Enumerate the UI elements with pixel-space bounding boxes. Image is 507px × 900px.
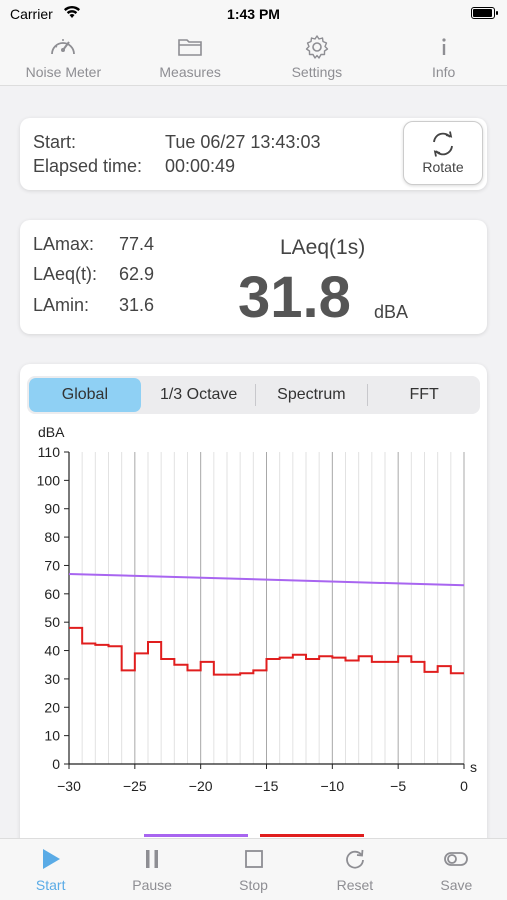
legend-laeq-t-line: [144, 834, 248, 837]
gauge-icon: [51, 39, 76, 55]
laeq-unit: dBA: [374, 302, 409, 322]
start-button[interactable]: Start: [0, 839, 101, 900]
stop-button[interactable]: Stop: [203, 839, 304, 900]
gear-icon: [305, 35, 329, 59]
toolbar-label: Reset: [336, 877, 374, 893]
chart-card: Global 1/3 Octave Spectrum FFT: [20, 364, 487, 854]
toolbar-label: Start: [35, 877, 66, 893]
laeq-title: LAeq(1s): [280, 236, 366, 259]
play-icon: [42, 849, 60, 869]
laeqt-value: 62.9: [119, 264, 155, 284]
tab-settings[interactable]: Settings: [254, 28, 381, 85]
status-bar: Carrier 1:43 PM: [0, 0, 507, 28]
battery-icon: [471, 7, 498, 19]
toolbar-label: Pause: [132, 877, 172, 893]
rotate-label: Rotate: [422, 159, 464, 175]
tab-noise-meter[interactable]: Noise Meter: [0, 28, 127, 85]
segment-fft[interactable]: FFT: [409, 386, 439, 403]
segment-divider: [367, 384, 369, 406]
segment-divider: [254, 384, 256, 406]
toolbar-label: Stop: [239, 877, 268, 893]
segment-spectrum[interactable]: Spectrum: [277, 386, 346, 403]
clock: 1:43 PM: [227, 6, 280, 22]
session-card: Start: Tue 06/27 13:43:03 Elapsed time: …: [20, 118, 487, 190]
reset-button[interactable]: Reset: [304, 839, 405, 900]
lamin-value: 31.6: [119, 295, 155, 315]
legend-laeq-1s-line: [260, 834, 364, 837]
laeq-value: 31.8: [238, 265, 351, 330]
info-icon: [442, 38, 446, 55]
tab-label: Noise Meter: [25, 64, 102, 80]
lamin-label: LAmin:: [33, 295, 90, 315]
start-label: Start:: [33, 132, 77, 152]
rotate-icon: [433, 131, 453, 157]
segmented-control: Global 1/3 Octave Spectrum FFT: [27, 376, 480, 414]
segment-third-octave[interactable]: 1/3 Octave: [159, 386, 238, 403]
top-tab-bar: Noise Meter Measures Settings Info: [0, 28, 507, 86]
lamax-label: LAmax:: [33, 234, 95, 254]
start-value: Tue 06/27 13:43:03: [165, 132, 321, 152]
segment-global[interactable]: Global: [29, 378, 141, 412]
stop-icon: [244, 850, 263, 868]
tab-measures[interactable]: Measures: [127, 28, 254, 85]
toggle-icon: [444, 852, 469, 866]
elapsed-value: 00:00:49: [165, 156, 236, 176]
reset-icon: [346, 849, 364, 869]
wifi-icon: [64, 5, 80, 18]
tab-label: Measures: [159, 64, 221, 80]
tab-label: Settings: [291, 64, 343, 80]
toolbar-label: Save: [440, 877, 473, 893]
tab-label: Info: [431, 64, 456, 80]
lamax-value: 77.4: [119, 234, 155, 254]
tab-info[interactable]: Info: [380, 28, 507, 85]
rotate-button[interactable]: Rotate: [403, 121, 483, 185]
folder-icon: [178, 39, 202, 56]
elapsed-label: Elapsed time:: [33, 156, 143, 176]
levels-card: LAmax: 77.4 LAeq(t): 62.9 LAmin: 31.6 LA…: [20, 220, 487, 334]
pause-button[interactable]: Pause: [101, 839, 202, 900]
laeqt-label: LAeq(t):: [33, 264, 98, 284]
carrier-label: Carrier: [10, 6, 53, 22]
pause-icon: [146, 850, 159, 868]
save-button[interactable]: Save: [406, 839, 507, 900]
bottom-toolbar: Start Pause Stop Reset Save: [0, 838, 507, 900]
